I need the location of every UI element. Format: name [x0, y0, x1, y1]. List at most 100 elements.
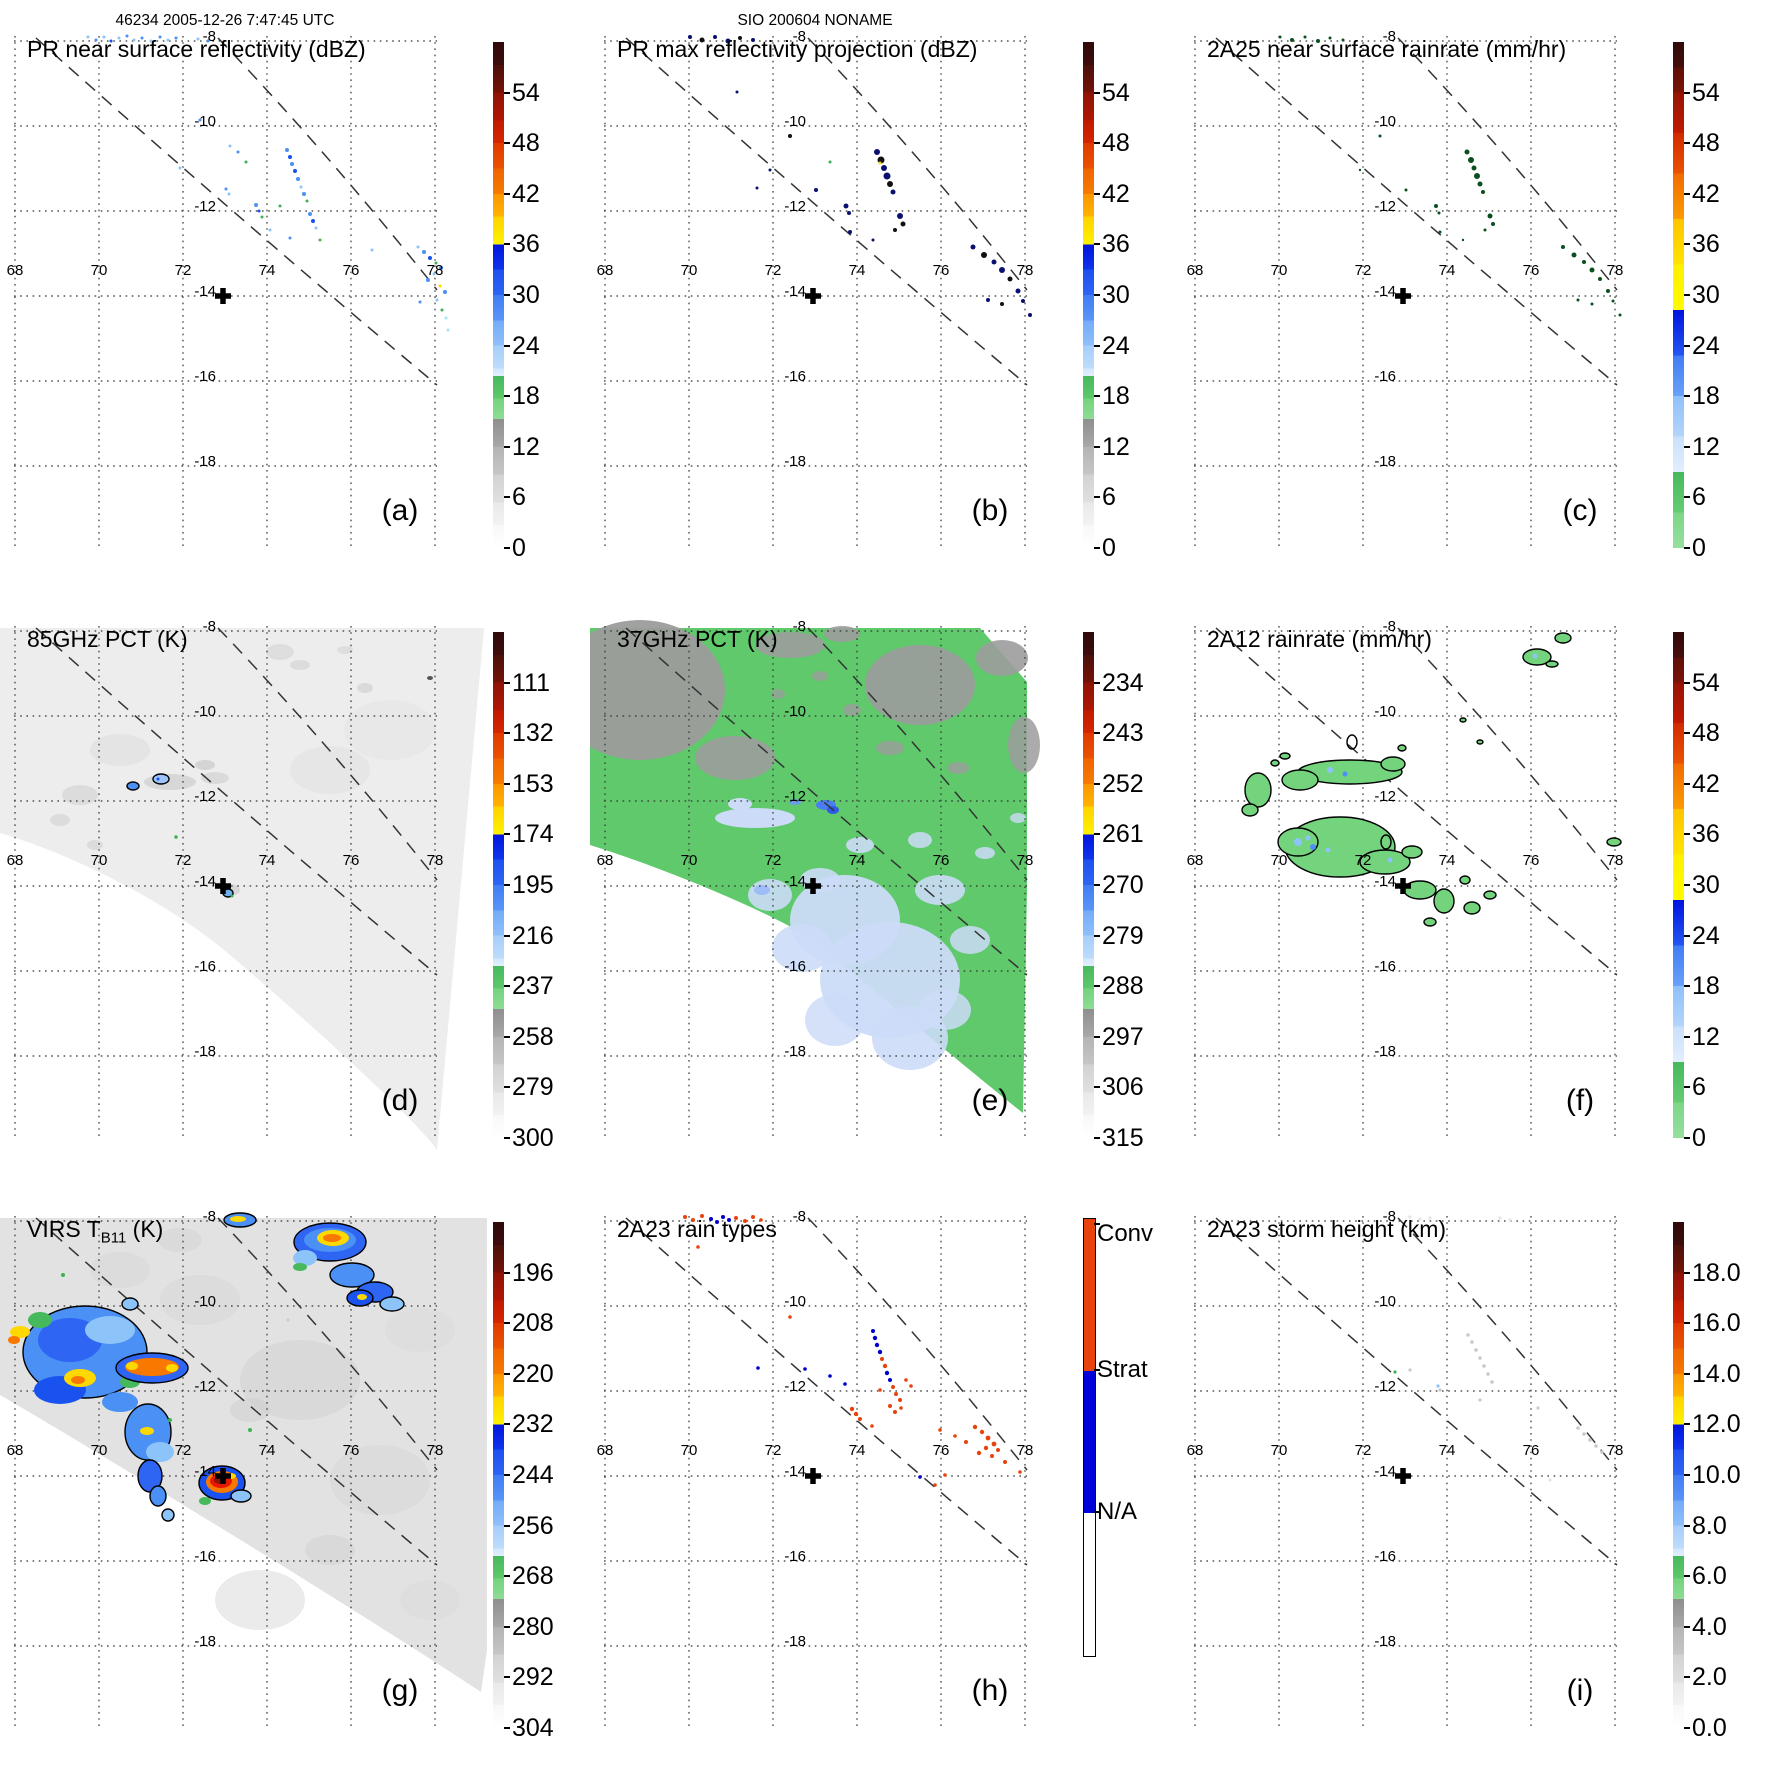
colorbar-tick-label: 280: [512, 1612, 554, 1641]
data-pixel: [257, 209, 261, 213]
data-pixel: [1582, 1432, 1586, 1436]
data-pixel: [206, 39, 210, 43]
data-pixel: [224, 187, 228, 191]
colorbar-tick-label: 315: [1102, 1124, 1144, 1152]
panel-e: 37GHz PCT (K) 68 70 72 74 76 78 -8 -10 -12 -14 -16 -…: [590, 590, 1180, 1180]
latitude-label: -8: [202, 1208, 216, 1225]
colorbar-tick: [504, 547, 510, 549]
colorbar-tick-label: 0.0: [1692, 1714, 1727, 1742]
storm-center-cross-icon: [215, 1468, 231, 1484]
data-pixel: [174, 835, 178, 839]
colorbar-tick-label: 16.0: [1692, 1309, 1741, 1338]
colorbar-tick-label: 10.0: [1692, 1461, 1741, 1489]
swath-patch: [201, 772, 229, 784]
colorbar-i: [1673, 1222, 1684, 1728]
panel-title-c: 2A25 near surface rainrate (mm/hr): [1207, 36, 1567, 62]
contoured-feature: [149, 1485, 167, 1507]
data-pixel: [1576, 298, 1580, 302]
colorbar-tick-label: 297: [1102, 1022, 1144, 1051]
latitude-label: -16: [1374, 958, 1396, 975]
panel-letter-d: (d): [381, 1084, 419, 1117]
data-pixel: [228, 144, 232, 148]
longitude-label: 76: [932, 1442, 950, 1459]
panel-a: PR near surface reflectivity (dBZ) 68 70 72…: [0, 0, 590, 590]
colorbar-tick-label: 36: [1692, 820, 1720, 849]
data-pixel: [1341, 38, 1345, 42]
colorbar-tick-label: 252: [1102, 769, 1144, 798]
data-pixel: [1474, 173, 1480, 179]
data-pixel: [696, 1245, 700, 1249]
data-pixel: [788, 1315, 792, 1319]
colorbar-tick-label: 300: [512, 1124, 554, 1152]
data-pixel: [734, 1216, 738, 1220]
swath-patch: [266, 644, 294, 660]
contoured-feature: [199, 1497, 211, 1505]
data-pixel: [878, 1388, 882, 1392]
colorbar-tick: [1094, 1035, 1100, 1038]
colorbar-tick: [1094, 782, 1100, 785]
data-pixel: [874, 149, 880, 155]
colorbar-tick-label: 292: [512, 1663, 554, 1692]
colorbar-tick: [1094, 344, 1100, 347]
longitude-label: 76: [1522, 852, 1540, 869]
data-pixel: [1576, 1426, 1580, 1430]
colorbar-tick-label: 4.0: [1692, 1612, 1727, 1641]
contoured-feature: [1270, 759, 1280, 767]
swath-patch: [87, 840, 103, 850]
longitude-label: 72: [764, 1442, 782, 1459]
contoured-feature: [357, 1294, 367, 1300]
colorbar-a: [493, 42, 504, 548]
data-pixel: [299, 185, 303, 189]
swath-patch: [824, 626, 860, 642]
longitude-label: 68: [1186, 262, 1204, 279]
data-pixel: [887, 181, 893, 187]
contoured-feature: [1244, 772, 1272, 808]
data-pixel: [986, 298, 990, 302]
colorbar-tick-label: 24: [1102, 331, 1130, 360]
data-pixel: [768, 168, 772, 172]
data-pixel: [853, 1411, 859, 1417]
contoured-feature: [152, 773, 170, 785]
colorbar-label-na: N/A: [1097, 1498, 1138, 1526]
contoured-feature: [126, 781, 140, 791]
data-pixel: [1316, 39, 1320, 43]
latitude-label: -10: [1374, 1293, 1396, 1310]
data-pixel: [788, 134, 792, 138]
data-pixel: [102, 35, 106, 39]
swath-patch: [400, 1580, 460, 1620]
contoured-feature: [329, 1262, 375, 1288]
longitude-label: 72: [764, 852, 782, 869]
longitude-label: 68: [596, 852, 614, 869]
contoured-feature: [1459, 717, 1467, 723]
swath-patch: [805, 994, 865, 1046]
panel-title-e: 37GHz PCT (K): [617, 626, 778, 652]
colorbar-tick-label: 48: [1102, 129, 1130, 158]
data-pixel: [1468, 157, 1474, 163]
latitude-label: -12: [194, 788, 216, 805]
colorbar-tick: [1684, 1035, 1690, 1038]
data-pixel: [897, 213, 903, 219]
colorbar-tick: [1094, 496, 1100, 499]
colorbar-tick-label: 288: [1102, 972, 1144, 1001]
longitude-label: 78: [1016, 1442, 1034, 1459]
panel-title-post: (K): [126, 1216, 164, 1242]
data-pixel: [755, 186, 759, 190]
data-pixel: [1015, 288, 1021, 294]
data-pixel: [883, 172, 891, 180]
colorbar-tick-label: 208: [512, 1309, 554, 1338]
data-pixel: [432, 272, 436, 276]
map-canvas-f: [1194, 626, 1622, 1138]
colorbar-tick: [1094, 142, 1100, 145]
longitude-label: 70: [680, 262, 698, 279]
data-pixel: [1408, 1215, 1412, 1219]
storm-center-cross-icon: [1395, 1468, 1411, 1484]
latitude-label: -8: [1382, 618, 1396, 635]
colorbar-tick-label: 12: [1692, 432, 1720, 461]
swath-patch: [915, 875, 965, 905]
data-pixel: [996, 1448, 1000, 1452]
panel-title-g: VIRS TB11 (K): [27, 1216, 163, 1247]
colorbar-tick-label: 54: [1102, 78, 1130, 107]
contour-ring: [1380, 834, 1392, 850]
contoured-feature: [1401, 845, 1423, 859]
